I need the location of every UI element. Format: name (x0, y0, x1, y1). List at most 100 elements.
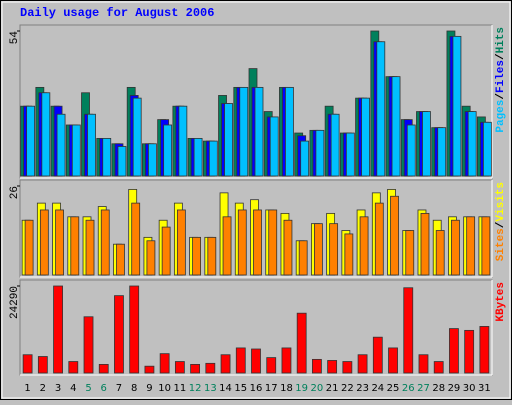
bar (405, 230, 415, 276)
bar (283, 219, 293, 276)
bar (224, 103, 233, 177)
x-tick-label: 14 (219, 383, 232, 394)
bar (312, 358, 322, 374)
bar (251, 348, 261, 374)
bar (254, 86, 264, 177)
legend: Sites/Visits (495, 182, 507, 261)
bar (100, 209, 110, 276)
bar (87, 113, 96, 177)
bar (146, 240, 156, 276)
x-tick-label: 3 (55, 383, 61, 394)
x-tick-label: 13 (204, 383, 217, 394)
bar (298, 240, 308, 276)
bar (418, 354, 429, 374)
x-tick-label: 12 (189, 383, 202, 394)
bar (420, 212, 430, 276)
bar (222, 216, 232, 276)
x-tick-label: 6 (101, 383, 107, 394)
bar (437, 127, 447, 177)
x-tick-label: 22 (341, 383, 354, 394)
bar (329, 223, 339, 276)
bar (449, 328, 459, 374)
bar (422, 111, 431, 177)
legend-entry: KBytes (495, 282, 507, 322)
x-tick-label: 16 (250, 383, 263, 394)
bar (131, 202, 141, 276)
bar (178, 105, 188, 177)
bar (464, 329, 475, 374)
x-tick-label: 23 (356, 383, 369, 394)
bar (190, 364, 200, 374)
x-tick-label: 26 (402, 383, 415, 394)
bar (41, 92, 51, 177)
x-tick-label: 25 (387, 383, 400, 394)
legend-entry: Visits (495, 182, 507, 222)
bar (116, 243, 125, 276)
bar (220, 354, 231, 374)
legend-entry: Sites (495, 228, 507, 261)
x-tick-label: 2 (40, 383, 46, 394)
bar (176, 209, 186, 276)
bar (192, 236, 201, 276)
bar (391, 76, 401, 177)
bar (144, 365, 155, 374)
x-tick-label: 11 (174, 383, 187, 394)
bar (479, 326, 490, 374)
x-tick-label: 21 (326, 383, 339, 394)
bar (253, 209, 262, 276)
y-tick-label: 26 (9, 186, 21, 199)
bar (68, 361, 79, 374)
bar (451, 219, 460, 276)
x-tick-label: 24 (371, 383, 384, 394)
bar (376, 41, 386, 177)
bar (330, 113, 340, 177)
bar (314, 223, 323, 276)
bar (83, 316, 94, 374)
bar (482, 121, 492, 177)
legend-separator: / (495, 93, 507, 100)
legend: Pages/Files/Hits (495, 27, 507, 133)
bar (193, 138, 203, 177)
bar (129, 285, 140, 374)
bar (433, 361, 444, 374)
y-tick-label: 54 (9, 31, 21, 45)
x-tick-label: 18 (280, 383, 293, 394)
bar (132, 97, 142, 177)
bar (342, 361, 353, 374)
bar (235, 347, 246, 374)
bar (207, 236, 217, 276)
bar (285, 86, 294, 177)
legend-entry: Files (495, 60, 507, 93)
bar (208, 140, 218, 177)
bar (345, 132, 355, 177)
x-tick-label: 20 (311, 383, 324, 394)
bar (361, 97, 370, 177)
bar (117, 146, 127, 177)
bar (148, 143, 157, 177)
bar (22, 354, 33, 374)
bar (435, 230, 445, 276)
x-tick-label: 9 (146, 383, 152, 394)
y-tick-label: 24290 (9, 286, 21, 319)
bar (114, 295, 124, 374)
bar (174, 361, 185, 374)
bar (300, 140, 310, 177)
legend-entry: Pages (495, 100, 507, 133)
bar (406, 124, 416, 177)
legend: KBytes (495, 282, 507, 322)
bar (205, 362, 216, 374)
bar (85, 219, 95, 276)
bar (374, 202, 384, 276)
bar (452, 35, 462, 177)
x-tick-label: 1 (24, 383, 30, 394)
x-tick-label: 4 (70, 383, 76, 394)
x-tick-label: 31 (478, 383, 491, 394)
bar (55, 209, 64, 276)
bar (39, 209, 49, 276)
bar (237, 209, 247, 276)
bar (98, 364, 109, 374)
frame-highlight (1, 1, 511, 399)
bar (296, 312, 307, 374)
bar (327, 360, 338, 374)
